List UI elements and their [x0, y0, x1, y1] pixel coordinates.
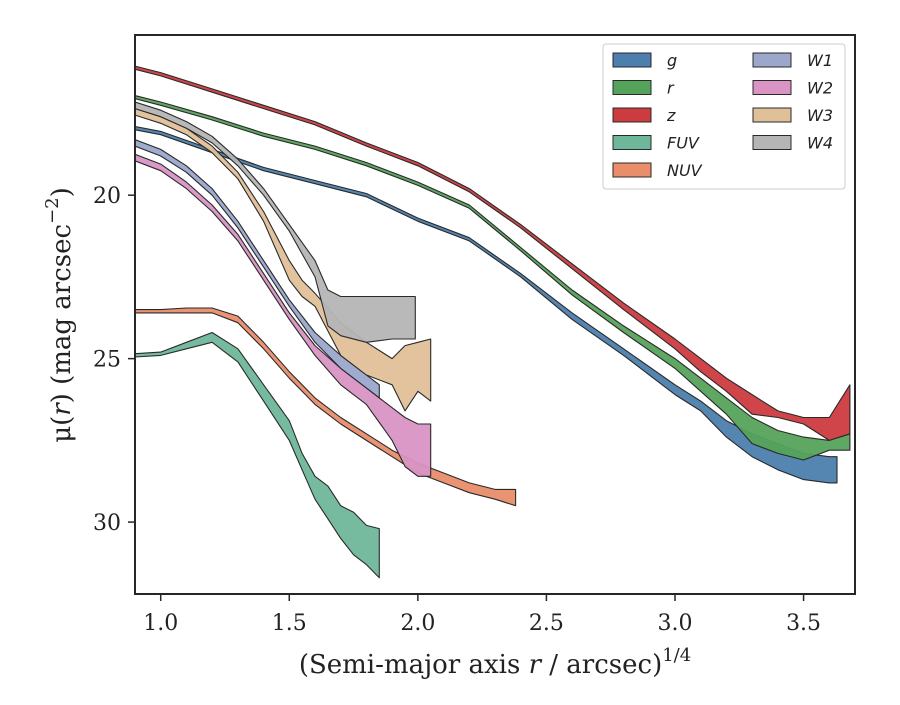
- x-tick-label: 1.0: [143, 611, 178, 636]
- y-axis-label: μ(r) (mag arcsec−2): [42, 187, 77, 443]
- series-band-fuv: [135, 331, 380, 579]
- x-tick-label: 3.5: [786, 611, 821, 636]
- x-tick-label: 1.5: [272, 611, 307, 636]
- series-band-z: [135, 65, 851, 441]
- series-layer: [135, 65, 851, 579]
- legend-swatch-w3: [752, 107, 792, 123]
- legend-swatch-w4: [752, 135, 792, 150]
- series-band-w2: [135, 153, 432, 477]
- x-tick-label: 3.0: [658, 611, 693, 636]
- legend-label-w3: W3: [807, 106, 833, 125]
- legend-label-fuv: FUV: [667, 134, 700, 153]
- legend-label-g: g: [667, 51, 677, 70]
- x-tick-label: 2.0: [400, 611, 435, 636]
- legend-label-r: r: [667, 79, 675, 98]
- legend-swatch-r: [612, 80, 652, 95]
- series-band-nuv: [135, 307, 517, 507]
- legend-swatch-z: [612, 107, 652, 123]
- x-axis-label: (Semi-major axis r / arcsec)1/4: [299, 645, 691, 680]
- legend-swatch-g: [612, 52, 652, 68]
- legend-swatch-w1: [752, 52, 792, 68]
- legend-label-w1: W1: [807, 51, 833, 70]
- legend-label-w4: W4: [807, 134, 833, 153]
- series-band-w4: [135, 101, 416, 343]
- legend-swatch-w2: [752, 80, 792, 95]
- legend-label-z: z: [666, 106, 676, 125]
- legend-label-w2: W2: [807, 79, 833, 98]
- y-tick-label: 20: [93, 184, 121, 209]
- y-tick-label: 25: [93, 348, 121, 373]
- legend-swatch-nuv: [612, 162, 652, 178]
- series-band-r: [135, 94, 851, 461]
- ticks-layer: 1.0 1.5 2.0 2.5 3.0 3.5 20 25 30: [93, 184, 821, 636]
- plot-frame: [134, 34, 856, 595]
- x-tick-label: 2.5: [529, 611, 564, 636]
- legend-swatch-fuv: [612, 135, 652, 150]
- legend: grz FUV NUV W1 W2 W3 W4: [602, 43, 846, 190]
- legend-label-nuv: NUV: [667, 161, 703, 180]
- y-tick-label: 30: [93, 511, 121, 536]
